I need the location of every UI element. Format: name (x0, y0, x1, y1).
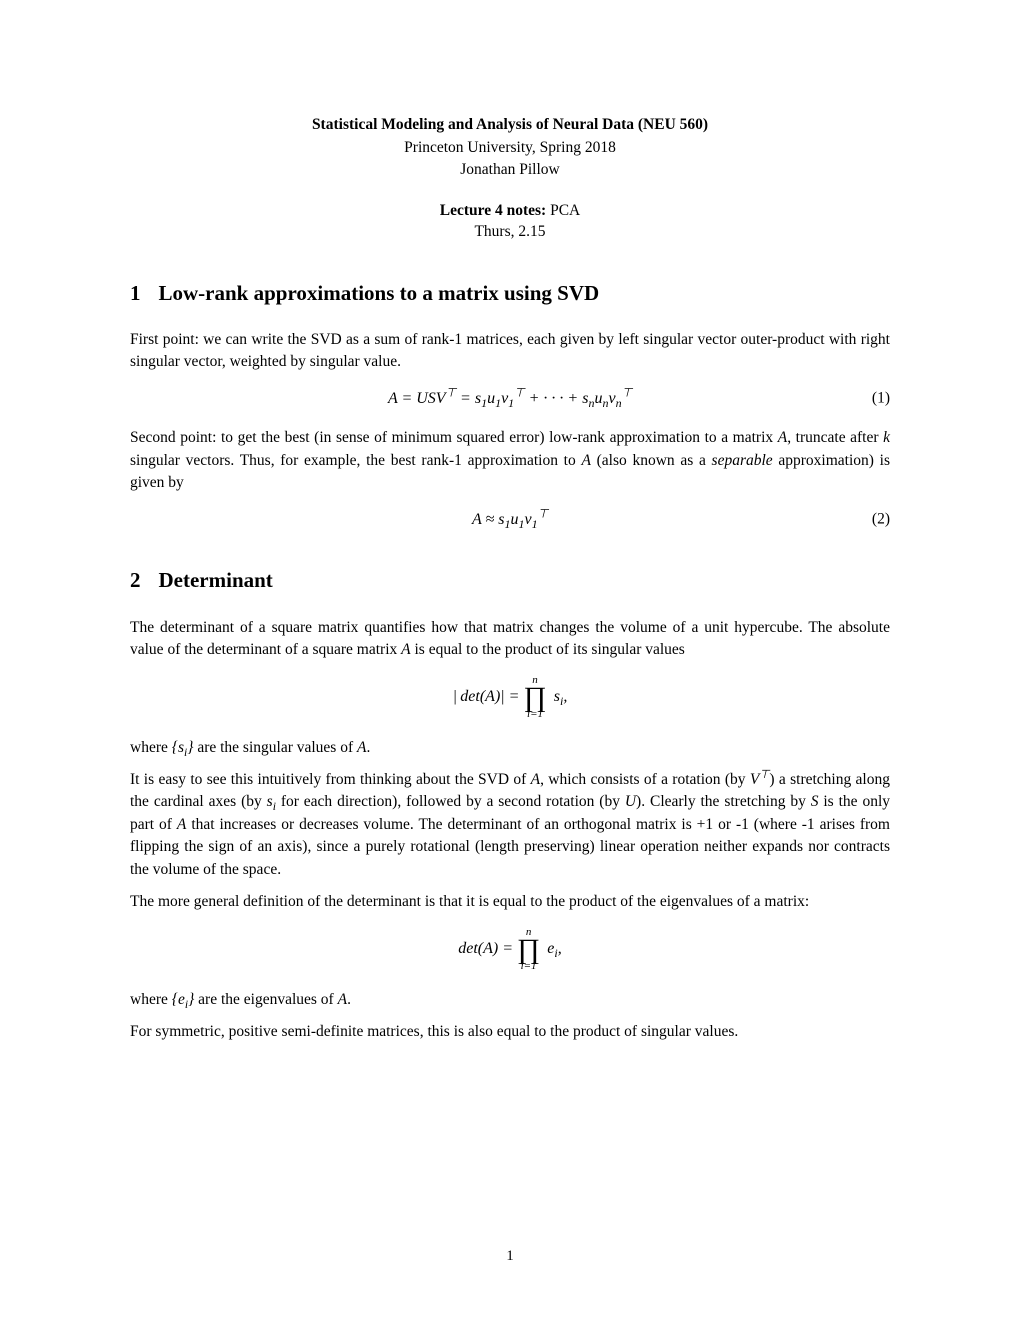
text-fragment: for each direction), followed by a secon… (276, 793, 625, 810)
author-line: Jonathan Pillow (130, 160, 890, 181)
text-fragment: It is easy to see this intuitively from … (130, 771, 531, 788)
section-2-number: 2 (130, 566, 141, 594)
document-header: Statistical Modeling and Analysis of Neu… (130, 115, 890, 243)
section-2-para-3: It is easy to see this intuitively from … (130, 769, 890, 881)
text-fragment: , which consists of a rotation (by (540, 771, 750, 788)
text-fragment: are the singular values of (193, 739, 357, 756)
section-1-title: Low-rank approximations to a matrix usin… (159, 281, 600, 305)
section-2-para-1: The determinant of a square matrix quant… (130, 617, 890, 662)
text-fragment: Second point: to get the best (in sense … (130, 429, 778, 446)
section-1-para-2: Second point: to get the best (in sense … (130, 427, 890, 494)
section-2-para-4: The more general definition of the deter… (130, 891, 890, 913)
page-number: 1 (0, 1246, 1020, 1266)
equation-1: A = USV⊤ = s1u1v1⊤ + · · · + snunvn⊤ (1) (130, 388, 890, 410)
text-fragment: where (130, 991, 172, 1008)
equation-det: det(A) = n ∏ i=1 ei, (130, 928, 890, 971)
lecture-date: Thurs, 2.15 (130, 222, 890, 243)
product-symbol: n ∏ i=1 (523, 676, 546, 719)
text-fragment: that increases or decreases volume. The … (130, 816, 890, 878)
lecture-topic: PCA (546, 202, 580, 219)
section-2-para-5: where {ei} are the eigenvalues of A. (130, 989, 890, 1011)
equation-2: A ≈ s1u1v1⊤ (2) (130, 509, 890, 531)
text-fragment: (also known as a (591, 452, 712, 469)
text-fragment: is equal to the product of its singular … (411, 641, 685, 658)
lecture-title: Lecture 4 notes: PCA (130, 201, 890, 222)
section-1-heading: 1 Low-rank approximations to a matrix usi… (130, 279, 890, 307)
product-symbol: n ∏ i=1 (517, 928, 540, 971)
text-fragment: . (347, 991, 351, 1008)
text-fragment: ). Clearly the stretching by (636, 793, 811, 810)
section-1-number: 1 (130, 279, 141, 307)
equation-det-abs: | det(A)| = n ∏ i=1 si, (130, 676, 890, 719)
equation-2-number: (2) (872, 509, 890, 530)
equation-1-number: (1) (872, 388, 890, 409)
section-2-para-2: where {si} are the singular values of A. (130, 737, 890, 759)
text-fragment: separable (712, 452, 773, 469)
section-2-heading: 2 Determinant (130, 566, 890, 594)
section-1-para-1: First point: we can write the SVD as a s… (130, 329, 890, 374)
course-title: Statistical Modeling and Analysis of Neu… (130, 115, 890, 136)
text-fragment: are the eigenvalues of (194, 991, 337, 1008)
text-fragment: singular vectors. Thus, for example, the… (130, 452, 581, 469)
section-2-title: Determinant (159, 568, 273, 592)
text-fragment: where (130, 739, 172, 756)
institution-line: Princeton University, Spring 2018 (130, 138, 890, 159)
section-2-para-6: For symmetric, positive semi-definite ma… (130, 1021, 890, 1043)
text-fragment: . (366, 739, 370, 756)
text-fragment: , truncate after (787, 429, 883, 446)
lecture-label: Lecture 4 notes: (440, 202, 546, 219)
